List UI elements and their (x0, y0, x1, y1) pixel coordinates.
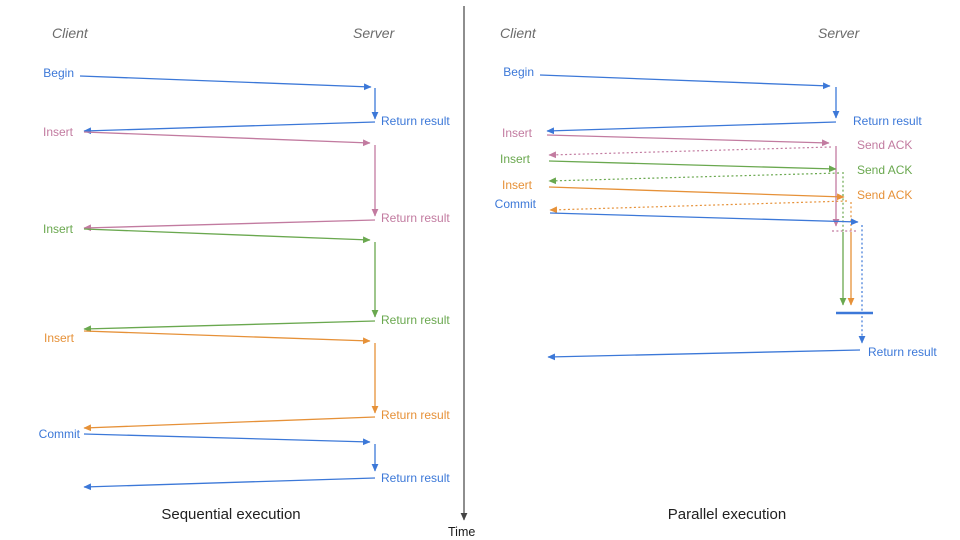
right-client-header: Client (500, 25, 537, 41)
parallel-panel: Client Server Begin Return result Insert… (495, 25, 938, 523)
parallel-title: Parallel execution (668, 506, 786, 523)
right-begin-label: Begin (503, 65, 534, 79)
left-insert3-return-arrow (83, 416, 376, 432)
right-begin-request-arrow (539, 74, 831, 90)
right-insert2-ack-label: Send ACK (857, 163, 912, 177)
left-insert1-return-arrow (83, 219, 376, 232)
time-axis-label: Time (448, 525, 475, 539)
left-begin-request-arrow (79, 75, 372, 91)
left-commit-return-arrow (83, 477, 376, 491)
right-insert1-ack-label: Send ACK (857, 138, 912, 152)
right-insert2-ack-arrow (548, 172, 840, 185)
right-insert1-ack-arrow (548, 146, 832, 159)
right-commit-label: Commit (495, 197, 537, 211)
left-insert1-return-label: Return result (381, 211, 450, 225)
right-insert3-ack-arrow (549, 200, 848, 214)
left-insert1-request-arrow (83, 131, 371, 147)
sequential-panel: Client Server Begin Return result Insert… (39, 25, 451, 523)
right-final-return-arrow (547, 349, 861, 361)
left-server-header: Server (353, 25, 396, 41)
right-commit-request-arrow (549, 212, 859, 226)
left-begin-return-label: Return result (381, 114, 450, 128)
right-server-header: Server (818, 25, 861, 41)
right-insert3-label: Insert (502, 178, 533, 192)
right-insert2-request-arrow (548, 160, 837, 173)
right-insert3-request-arrow (548, 186, 845, 201)
left-insert3-label: Insert (44, 331, 75, 345)
right-begin-return-arrow (546, 121, 837, 135)
left-begin-label: Begin (43, 66, 74, 80)
right-insert2-label: Insert (500, 152, 531, 166)
right-insert1-request-arrow (546, 134, 830, 147)
left-insert3-return-label: Return result (381, 408, 450, 422)
left-commit-request-arrow (83, 433, 371, 446)
time-axis: Time (448, 6, 475, 539)
right-final-return-label: Return result (868, 345, 937, 359)
left-insert2-return-arrow (83, 320, 376, 333)
left-commit-label: Commit (39, 427, 81, 441)
left-insert2-request-arrow (83, 228, 371, 244)
left-client-header: Client (52, 25, 89, 41)
right-insert3-ack-label: Send ACK (857, 188, 912, 202)
left-begin-return-arrow (83, 121, 376, 135)
left-commit-return-label: Return result (381, 471, 450, 485)
right-insert1-label: Insert (502, 126, 533, 140)
right-begin-return-label: Return result (853, 114, 922, 128)
left-insert1-label: Insert (43, 125, 74, 139)
left-insert2-label: Insert (43, 222, 74, 236)
sequential-title: Sequential execution (161, 506, 300, 523)
left-insert3-request-arrow (83, 330, 371, 345)
left-insert2-return-label: Return result (381, 313, 450, 327)
